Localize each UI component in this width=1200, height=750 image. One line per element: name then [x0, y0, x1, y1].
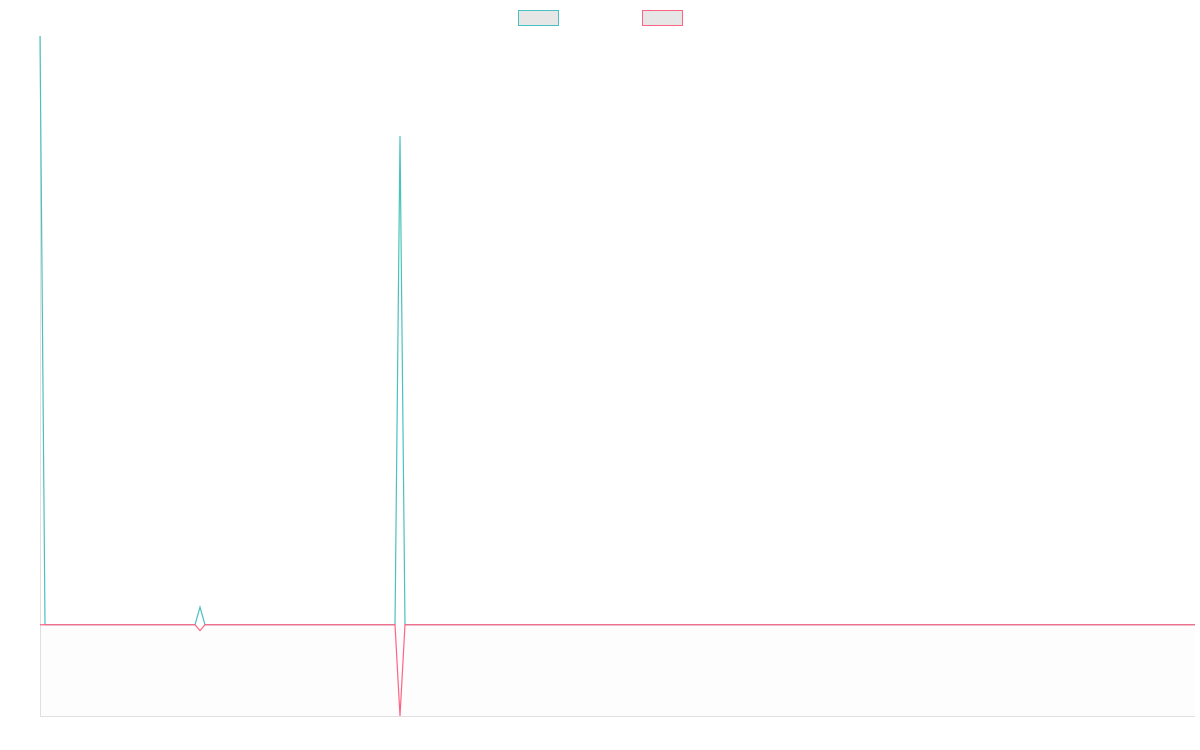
legend-swatch[interactable]: [642, 10, 683, 26]
legend-swatch[interactable]: [518, 10, 559, 26]
plot-area-shade: [40, 625, 1195, 716]
plot-area: [40, 36, 1195, 716]
series-line: [40, 624, 1195, 717]
